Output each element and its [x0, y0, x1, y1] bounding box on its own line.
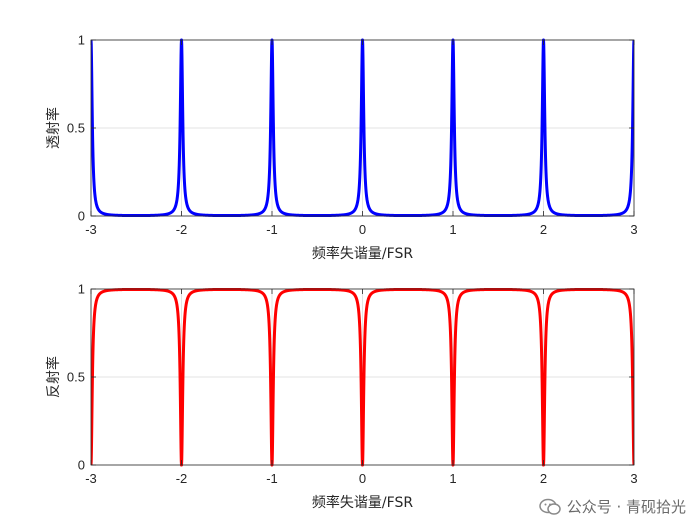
x-tick-label: -1: [266, 222, 278, 237]
wechat-icon: [538, 498, 561, 515]
y-tick-label: 1: [78, 282, 85, 297]
x-tick-label: 2: [540, 471, 547, 486]
x-tick-label: 0: [359, 471, 366, 486]
x-tick-label: -3: [85, 222, 97, 237]
x-tick-label: 1: [449, 471, 456, 486]
transmission-axes: -3 -2 -1 0 1 2 3 0 0.5 1 频率失谐量/FSR 透射率: [45, 33, 638, 263]
y-tick-label: 0.5: [67, 370, 85, 385]
y-tick-label: 0: [78, 458, 85, 473]
x-tick-label: -3: [85, 471, 97, 486]
x-axis-label: 频率失谐量/FSR: [312, 245, 413, 262]
reflection-axes: -3 -2 -1 0 1 2 3 0 0.5 1 频率失谐量/FSR 反射率: [45, 282, 638, 512]
y-axis-label: 反射率: [45, 356, 62, 398]
y-tick-label: 1: [78, 33, 85, 48]
y-axis-label: 透射率: [45, 107, 62, 149]
watermark: 公众号 · 青砚拾光: [538, 496, 686, 517]
watermark-text: 公众号 · 青砚拾光: [566, 498, 686, 516]
x-tick-label: -1: [266, 471, 278, 486]
y-tick-label: 0: [78, 209, 85, 224]
x-tick-label: -2: [176, 471, 188, 486]
x-tick-label: 1: [449, 222, 456, 237]
x-tick-label: -2: [176, 222, 188, 237]
x-tick-label: 2: [540, 222, 547, 237]
y-tick-label: 0.5: [67, 121, 85, 136]
x-tick-label: 3: [630, 222, 637, 237]
x-tick-label: 0: [359, 222, 366, 237]
x-tick-label: 3: [630, 471, 637, 486]
x-axis-label: 频率失谐量/FSR: [312, 494, 413, 511]
